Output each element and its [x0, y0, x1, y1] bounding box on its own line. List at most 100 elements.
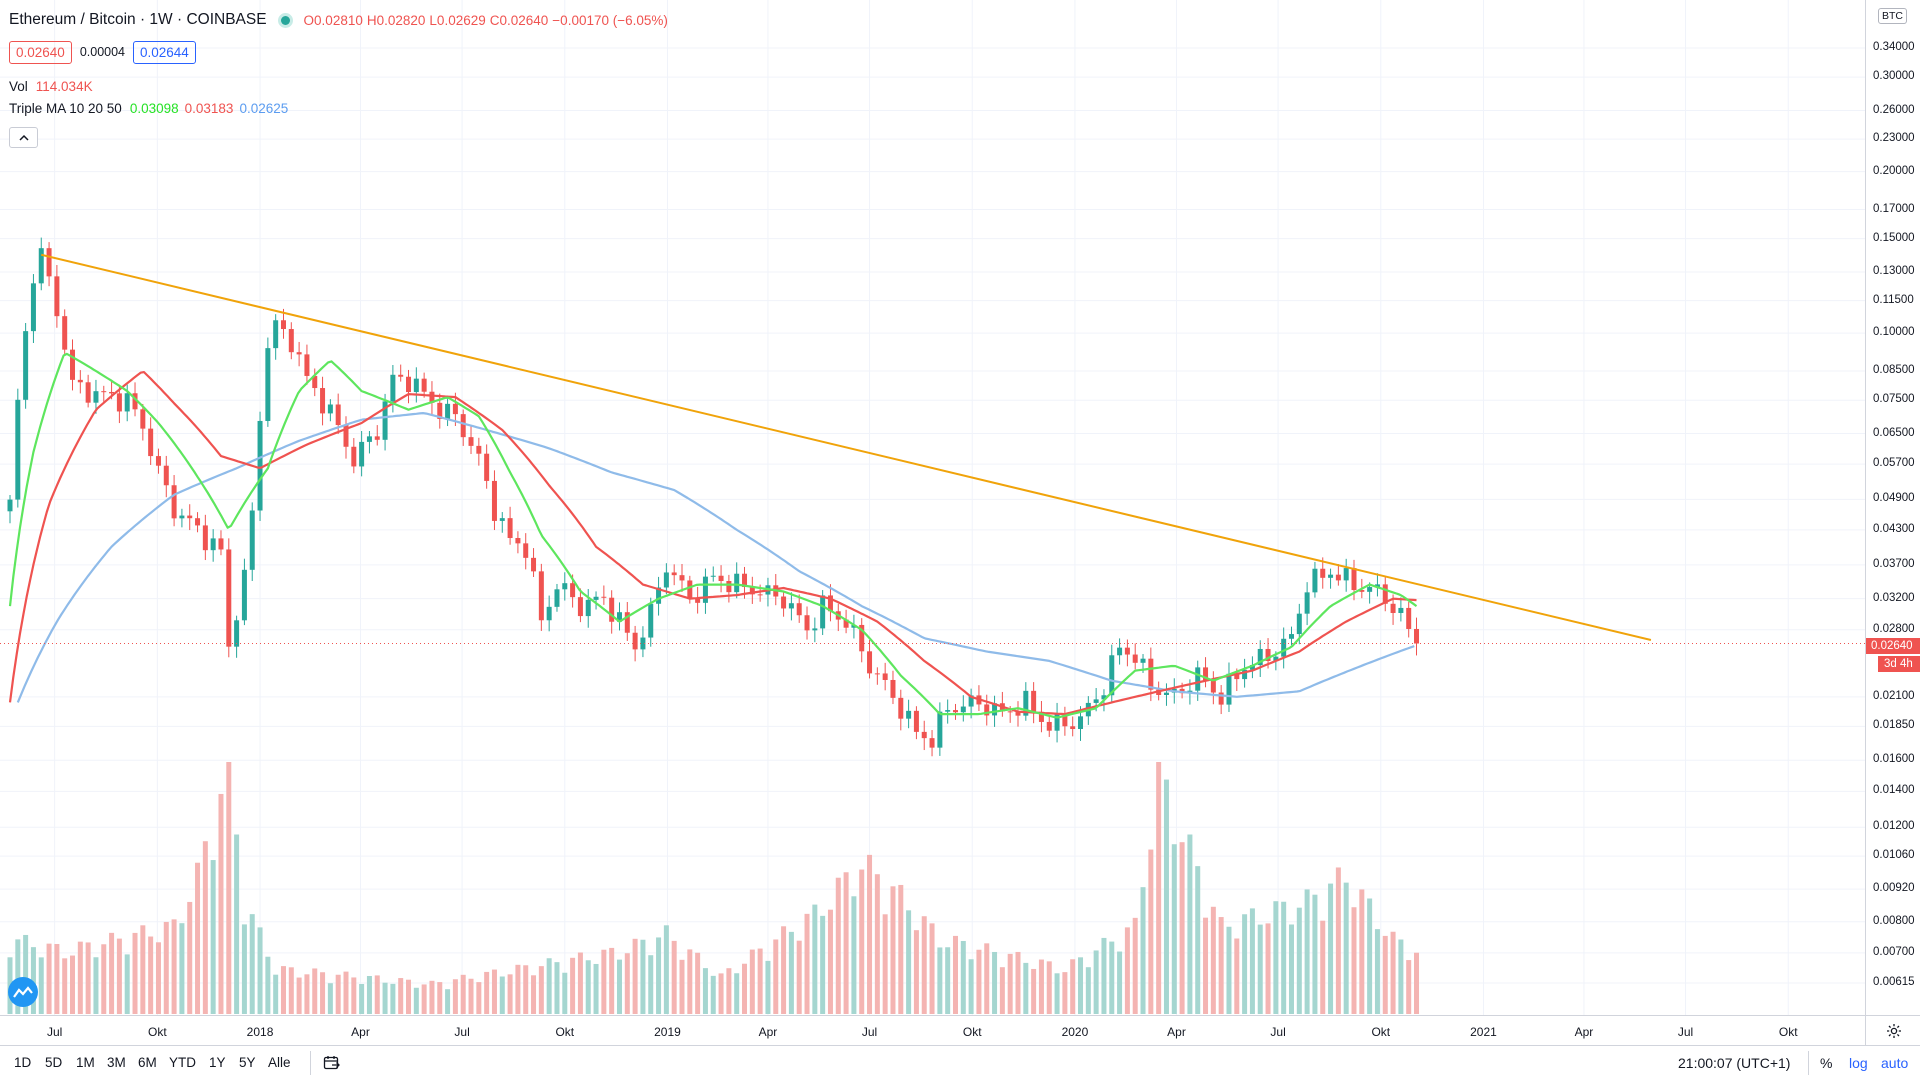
- volume-bar: [726, 968, 732, 1014]
- price-scale[interactable]: 0.34000 0.30000 0.26000 0.23000 0.20000 0.170…: [1865, 0, 1920, 1015]
- volume-bar: [601, 949, 607, 1014]
- volume-bar: [382, 982, 388, 1014]
- volume-bar: [757, 948, 763, 1014]
- candle-body: [937, 711, 943, 748]
- range-ytd-button[interactable]: YTD: [169, 1055, 196, 1070]
- candle-body: [913, 710, 919, 732]
- chart-pane[interactable]: Ethereum / Bitcoin · 1W · COINBASE O0.02…: [0, 0, 1865, 1015]
- volume-bar: [867, 854, 873, 1014]
- candle-body: [1343, 568, 1349, 581]
- percent-scale-toggle[interactable]: %: [1820, 1055, 1833, 1071]
- candle-body: [1273, 656, 1279, 661]
- candle-body: [1414, 628, 1420, 644]
- tradingview-logo-icon[interactable]: [8, 977, 38, 1007]
- ma50-line: [16, 412, 1415, 703]
- volume-bar: [265, 956, 271, 1014]
- candle-body: [116, 393, 122, 412]
- volume-bar: [1163, 779, 1169, 1014]
- volume-bar: [1038, 959, 1044, 1014]
- volume-bar: [15, 939, 21, 1014]
- candle-body: [23, 331, 29, 400]
- volume-bar: [484, 971, 490, 1014]
- chart-settings-button[interactable]: [1865, 1015, 1920, 1046]
- volume-bar: [632, 938, 638, 1014]
- volume-bar: [132, 932, 138, 1014]
- candle-body: [679, 575, 685, 581]
- symbol-title[interactable]: Ethereum / Bitcoin · 1W · COINBASE: [9, 11, 267, 28]
- range-1d-button[interactable]: 1D: [14, 1055, 32, 1070]
- range-5d-button[interactable]: 5D: [45, 1055, 63, 1070]
- range-all-button[interactable]: Alle: [268, 1055, 291, 1070]
- volume-bar: [554, 962, 560, 1014]
- log-scale-toggle[interactable]: log: [1849, 1055, 1868, 1071]
- range-1y-button[interactable]: 1Y: [209, 1055, 226, 1070]
- candle-body: [1093, 699, 1099, 703]
- volume-bar: [781, 926, 787, 1014]
- candle-body: [851, 624, 857, 628]
- candle-body: [820, 595, 826, 629]
- candle-body: [109, 391, 115, 394]
- volume-bar: [320, 972, 326, 1014]
- candle-body: [413, 378, 419, 393]
- clock-timezone[interactable]: 21:00:07 (UTC+1): [1678, 1055, 1791, 1071]
- candle-body: [1398, 607, 1404, 613]
- volume-bar: [1101, 937, 1107, 1014]
- volume-bar: [874, 874, 880, 1014]
- ma20-line: [8, 371, 1417, 716]
- candle-body: [445, 403, 451, 419]
- volume-indicator-label: Vol: [9, 78, 28, 94]
- volume-bar: [616, 959, 622, 1014]
- go-to-date-button[interactable]: [323, 1055, 341, 1076]
- volume-indicator-legend[interactable]: Vol 114.034K: [9, 75, 672, 97]
- volume-bar: [1242, 914, 1248, 1014]
- chart-canvas[interactable]: [0, 0, 1865, 1015]
- candle-body: [366, 436, 372, 442]
- candle-body: [1242, 669, 1248, 680]
- currency-unit-tag[interactable]: BTC: [1878, 8, 1907, 24]
- time-axis[interactable]: Jul Okt 2018 Apr Jul Okt 2019 Apr Jul Okt 2020 Apr J…: [0, 1015, 1865, 1046]
- range-6m-button[interactable]: 6M: [138, 1055, 157, 1070]
- price-tick-label: 0.01850: [1873, 719, 1915, 732]
- candle-body: [804, 615, 810, 631]
- candle-body: [1054, 714, 1060, 731]
- volume-bar: [148, 936, 154, 1014]
- volume-bar: [577, 952, 583, 1014]
- volume-bar: [1335, 867, 1341, 1014]
- price-tick-label: 0.30000: [1873, 70, 1915, 83]
- time-tick-label: Okt: [555, 1025, 575, 1039]
- price-tick-label: 0.10000: [1873, 326, 1915, 339]
- candle-body: [601, 596, 607, 598]
- volume-bar: [437, 982, 443, 1014]
- time-tick-label: Okt: [1371, 1025, 1391, 1039]
- range-3m-button[interactable]: 3M: [107, 1055, 126, 1070]
- volume-bar: [531, 975, 537, 1014]
- buy-price-button[interactable]: 0.02644: [133, 40, 196, 64]
- candle-body: [70, 349, 76, 380]
- price-tick-label: 0.17000: [1873, 202, 1915, 215]
- time-tick-label: Apr: [1167, 1025, 1186, 1039]
- volume-bar: [913, 930, 919, 1014]
- volume-bar: [1312, 894, 1318, 1014]
- candle-body: [406, 376, 412, 393]
- range-5y-button[interactable]: 5Y: [239, 1055, 256, 1070]
- candle-body: [710, 575, 716, 577]
- candle-body: [421, 378, 427, 392]
- sell-price-button[interactable]: 0.02640: [9, 40, 72, 64]
- volume-bar: [460, 974, 466, 1014]
- candle-body: [437, 402, 443, 419]
- candle-body: [390, 374, 396, 402]
- candle-body: [77, 379, 83, 383]
- collapse-legend-button[interactable]: [9, 127, 38, 148]
- candle-body: [179, 515, 185, 519]
- triple-ma-legend[interactable]: Triple MA 10 20 50 0.03098 0.03183 0.026…: [9, 97, 672, 119]
- range-1m-button[interactable]: 1M: [76, 1055, 95, 1070]
- candle-body: [351, 446, 357, 467]
- candle-body: [460, 414, 466, 438]
- volume-bar: [679, 959, 685, 1014]
- auto-scale-toggle[interactable]: auto: [1881, 1055, 1909, 1071]
- volume-bar: [515, 964, 521, 1014]
- candle-body: [1296, 613, 1302, 635]
- volume-bar: [851, 896, 857, 1014]
- candle-body: [93, 391, 99, 403]
- volume-bar: [1351, 907, 1357, 1014]
